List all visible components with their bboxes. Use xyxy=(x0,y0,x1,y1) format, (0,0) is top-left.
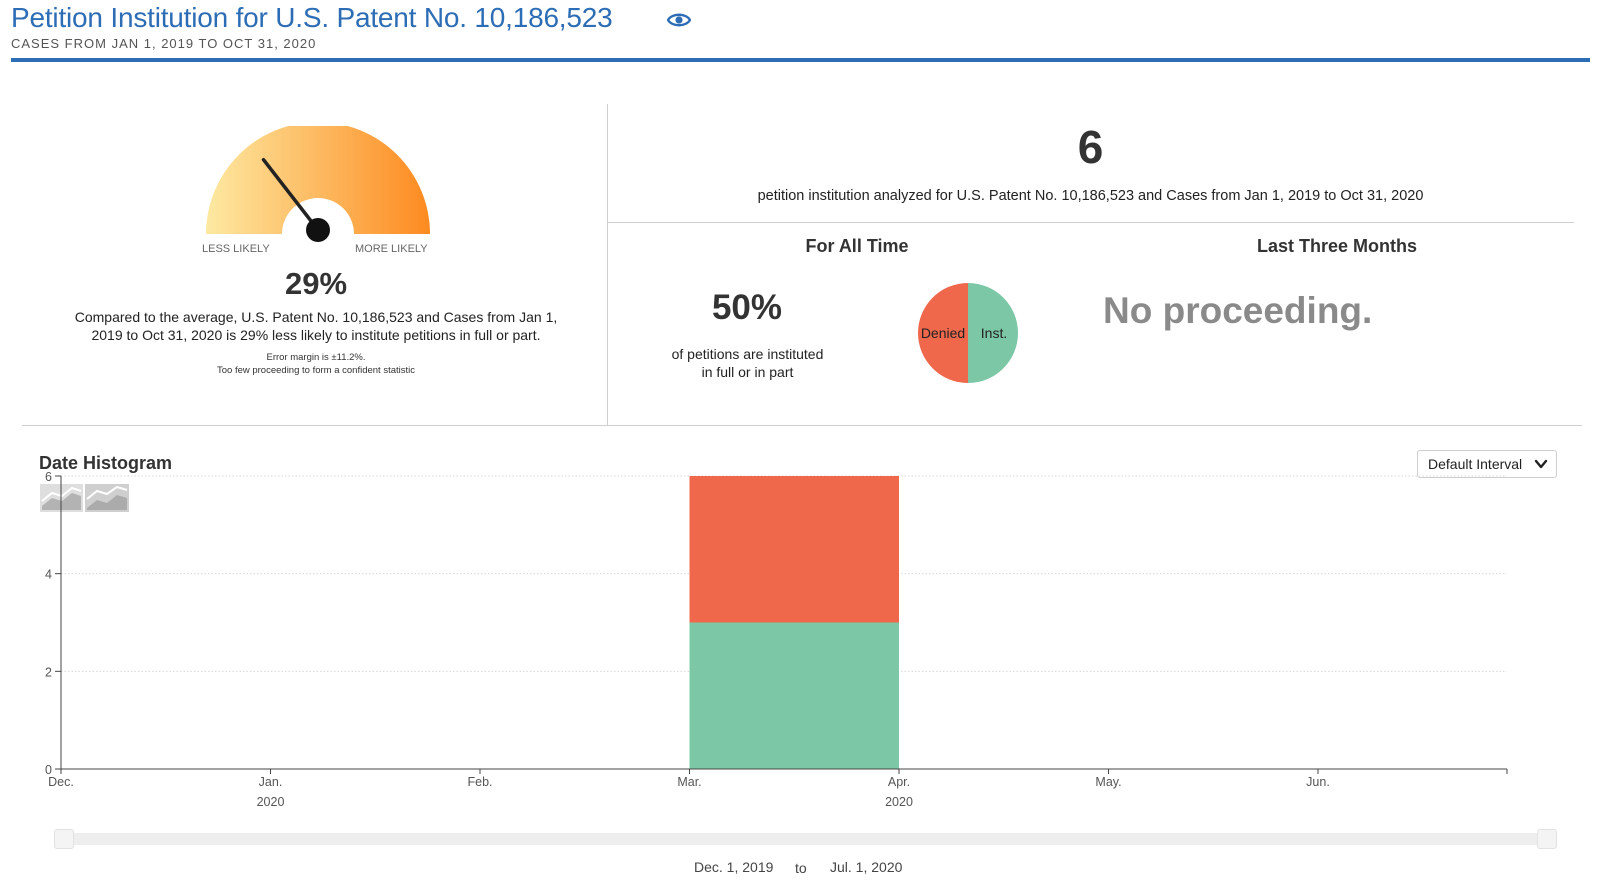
line-chart-toggle-icon[interactable] xyxy=(85,484,129,512)
eye-icon[interactable] xyxy=(667,11,691,29)
page-subtitle: CASES FROM JAN 1, 2019 TO OCT 31, 2020 xyxy=(11,36,317,51)
pie-label-denied: Denied xyxy=(921,325,965,341)
gauge-description: Compared to the average, U.S. Patent No.… xyxy=(74,309,558,343)
range-to-label: to xyxy=(795,860,807,876)
x-tick-label: Mar. xyxy=(677,775,701,789)
interval-select[interactable]: Default Interval xyxy=(1417,450,1557,478)
all-time-heading: For All Time xyxy=(805,236,909,256)
bar-segment-denied xyxy=(689,476,899,623)
y-tick-label: 2 xyxy=(45,665,52,679)
pie-slice-instituted xyxy=(968,283,1018,383)
confidence-note: Too few proceeding to form a confident s… xyxy=(216,365,416,376)
gauge-hub xyxy=(306,218,330,242)
gauge-notes: Error margin is ±11.2%. Too few proceedi… xyxy=(160,351,472,377)
date-range-end-handle[interactable] xyxy=(1537,829,1557,849)
histogram-title: Date Histogram xyxy=(39,453,173,473)
more-likely-label: MORE LIKELY xyxy=(355,243,428,255)
panel-divider-vertical xyxy=(607,104,608,425)
interval-select-value: Default Interval xyxy=(1428,456,1523,472)
petition-count: 6 xyxy=(1077,121,1104,173)
range-start-date: Dec. 1, 2019 xyxy=(694,859,774,875)
gauge-arc xyxy=(206,126,430,234)
date-range-slider-track[interactable] xyxy=(63,833,1553,845)
range-end-date: Jul. 1, 2020 xyxy=(830,859,903,875)
last-three-months-heading: Last Three Months xyxy=(1256,236,1417,256)
pie-label-instituted: Inst. xyxy=(981,325,1007,341)
gauge-needle xyxy=(261,157,320,232)
x-tick-label: Jun. xyxy=(1306,775,1330,789)
section-divider xyxy=(22,425,1582,426)
y-tick-label: 4 xyxy=(45,568,52,582)
all-time-percent: 50% xyxy=(711,288,783,327)
all-time-description: of petitions are instituted in full or i… xyxy=(671,346,824,380)
header-divider xyxy=(11,58,1590,62)
institution-pie-chart[interactable]: Denied Inst. xyxy=(917,282,1019,384)
no-proceeding-message: No proceeding. xyxy=(1103,290,1373,331)
gauge-percent: 29% xyxy=(284,266,348,301)
page-title: Petition Institution for U.S. Patent No.… xyxy=(11,2,613,33)
pie-slice-denied xyxy=(918,283,968,383)
y-tick-label: 6 xyxy=(45,470,52,484)
less-likely-label: LESS LIKELY xyxy=(202,243,270,255)
x-year-label: 2020 xyxy=(885,795,913,809)
likelihood-gauge xyxy=(206,126,430,242)
x-tick-label: May. xyxy=(1095,775,1121,789)
y-tick-label: 0 xyxy=(45,763,52,777)
x-tick-label: Jan. xyxy=(259,775,283,789)
x-tick-label: Apr. xyxy=(888,775,910,789)
x-tick-label: Dec. xyxy=(48,775,74,789)
error-margin-text: Error margin is ±11.2%. xyxy=(266,352,366,363)
petition-count-description: petition institution analyzed for U.S. P… xyxy=(757,188,1424,204)
date-range-start-handle[interactable] xyxy=(54,829,74,849)
chevron-down-icon xyxy=(1534,459,1548,469)
date-histogram-chart: 0 2 4 6 Dec. Jan. Feb. Mar. Apr. May. Jun. 2020 2020 xyxy=(45,470,1508,809)
bar-segment-instituted xyxy=(689,622,899,769)
x-year-label: 2020 xyxy=(257,795,285,809)
x-tick-label: Feb. xyxy=(467,775,492,789)
panel-divider-right xyxy=(607,222,1574,223)
